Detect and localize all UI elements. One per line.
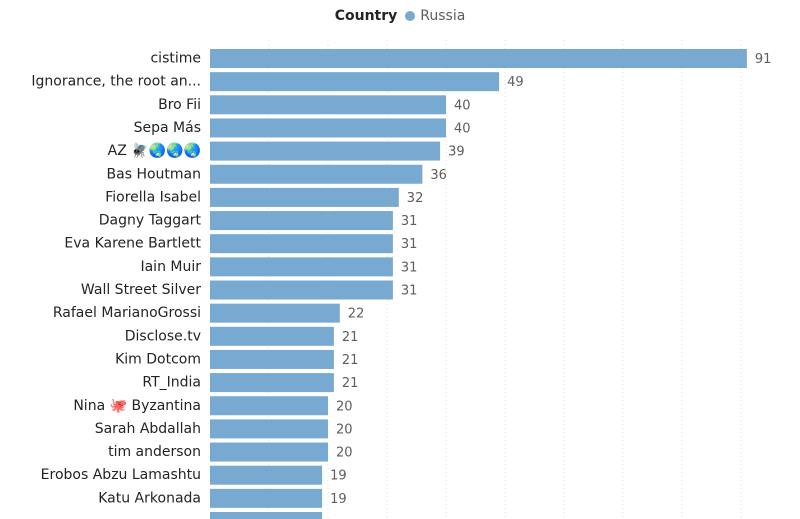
data-label: 31 <box>401 237 418 252</box>
category-label: Dagny Taggart <box>99 213 202 229</box>
bar[interactable] <box>210 326 334 346</box>
data-label: 40 <box>454 98 471 113</box>
data-label: 31 <box>401 214 418 229</box>
data-label: 20 <box>336 446 353 461</box>
bar[interactable] <box>210 280 393 300</box>
data-label: 21 <box>342 353 359 368</box>
data-label: 20 <box>336 422 353 437</box>
category-label: Eva Karene Bartlett <box>64 236 201 252</box>
category-label: Katu Arkonada <box>98 490 201 506</box>
category-label: Kim Dotcom <box>115 351 201 367</box>
category-label: Sarah Abdallah <box>95 421 201 437</box>
category-label: Wall Street Silver <box>81 282 201 298</box>
data-label: 19 <box>330 469 347 484</box>
bar[interactable] <box>210 118 446 138</box>
bar[interactable] <box>210 257 393 277</box>
data-label: 21 <box>342 330 359 345</box>
bar[interactable] <box>210 303 340 323</box>
bar[interactable] <box>210 211 393 231</box>
category-label: tim anderson <box>108 444 201 460</box>
data-label: 49 <box>507 75 524 90</box>
data-label: 22 <box>348 307 365 322</box>
category-label: Bro Fii <box>158 97 201 113</box>
data-label: 39 <box>448 145 465 160</box>
bar[interactable] <box>210 95 446 115</box>
data-label: 91 <box>755 52 772 67</box>
category-labels: cistime Ignorance, the root an... Bro Fii S… <box>31 51 201 507</box>
category-label: Erobos Abzu Lamashtu <box>41 467 201 483</box>
bar[interactable] <box>210 234 393 254</box>
bar[interactable] <box>210 72 500 92</box>
chart-bars <box>210 49 747 519</box>
bar-partial <box>210 512 323 519</box>
data-label: 31 <box>401 260 418 275</box>
data-label: 19 <box>330 492 347 507</box>
category-label: Bas Houtman <box>107 166 201 182</box>
bar[interactable] <box>210 141 441 161</box>
chart-legend: Country Russia <box>0 5 800 27</box>
data-label: 32 <box>407 191 424 206</box>
legend-title: Country <box>334 8 398 24</box>
bar[interactable] <box>210 49 747 68</box>
data-label: 31 <box>401 284 418 299</box>
bar[interactable] <box>210 164 423 184</box>
bar[interactable] <box>210 442 328 462</box>
category-label: Disclose.tv <box>125 328 201 344</box>
bar[interactable] <box>210 349 334 369</box>
category-label: RT_India <box>142 375 201 391</box>
category-label: Iain Muir <box>140 259 201 275</box>
category-label: Nina 🐙 Byzantina <box>73 398 201 414</box>
bar[interactable] <box>210 488 323 508</box>
data-label: 36 <box>430 168 447 183</box>
data-label: 40 <box>454 121 471 136</box>
category-label: Rafael MarianoGrossi <box>53 305 201 321</box>
bar[interactable] <box>210 187 399 207</box>
category-label: Fiorella Isabel <box>105 189 201 205</box>
category-label: cistime <box>150 51 201 67</box>
data-label: 20 <box>336 399 353 414</box>
bar[interactable] <box>210 373 334 393</box>
category-label: Ignorance, the root an... <box>31 74 201 90</box>
legend-label-russia[interactable]: Russia <box>420 8 466 24</box>
category-label: AZ 🪰🌏🌏🌏 <box>108 142 201 159</box>
bar[interactable] <box>210 419 328 439</box>
legend-swatch-russia <box>405 11 416 21</box>
data-label: 21 <box>342 376 359 391</box>
bar[interactable] <box>210 465 323 485</box>
bar[interactable] <box>210 396 328 416</box>
category-label: Sepa Más <box>134 120 201 136</box>
